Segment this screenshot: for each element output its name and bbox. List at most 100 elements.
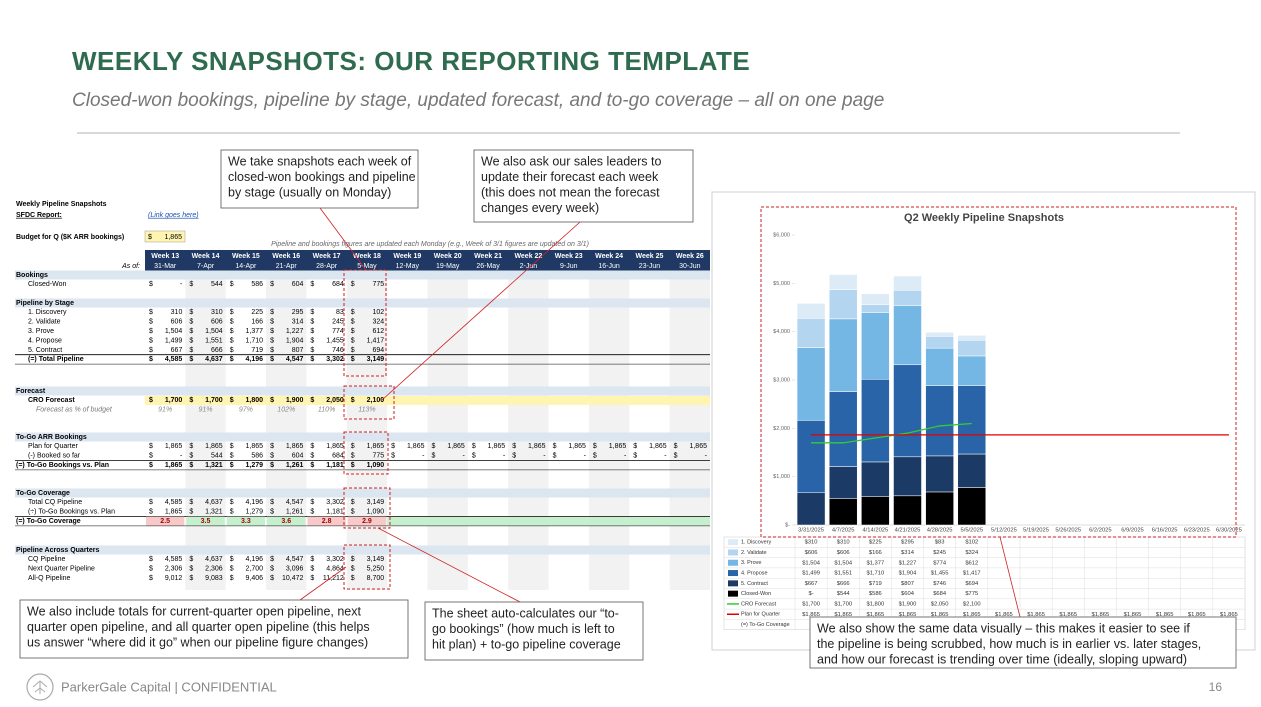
week-date: 23-Jun — [639, 263, 661, 270]
bar-segment — [828, 466, 858, 499]
callouts: We take snapshots each week of closed-won… — [19, 149, 1237, 669]
week-header: Week 23 — [555, 253, 583, 260]
bar-segment — [861, 304, 890, 313]
cell-value: 4,547 — [286, 356, 304, 363]
column-shade — [266, 272, 307, 590]
row-label: 3. Prove — [28, 328, 54, 335]
cell-currency: $ — [270, 566, 274, 573]
cell-value: 775 — [372, 453, 384, 460]
cell-currency: $ — [270, 337, 274, 344]
row-label: All-Q Pipeline — [28, 575, 71, 582]
cell-value: 314 — [292, 319, 304, 326]
section-title: To-Go ARR Bookings — [16, 434, 87, 441]
sheet-title: Weekly Pipeline Snapshots — [16, 201, 107, 208]
row-highlight — [145, 395, 710, 405]
callout-box — [809, 616, 1237, 669]
cell-currency: $ — [310, 453, 314, 460]
table-value: $684 — [933, 591, 947, 597]
cell-value: - — [180, 281, 183, 288]
cell-currency: $ — [310, 347, 314, 354]
cell-currency: $ — [351, 556, 355, 563]
budget-label: Budget for Q ($K ARR bookings) — [16, 234, 124, 241]
week-header: Week 15 — [232, 253, 260, 260]
week-date: 2-Jun — [520, 263, 538, 270]
cell-value: 1,504 — [205, 328, 223, 335]
callout-text: update their forecast each week — [481, 170, 659, 184]
cell-currency: $ — [230, 397, 234, 404]
cell-currency: $ — [351, 509, 355, 516]
cell-currency: $ — [512, 443, 516, 450]
cell-currency: $ — [351, 356, 355, 363]
cell-currency: $ — [310, 509, 314, 516]
cell-currency: $ — [230, 337, 234, 344]
cell-currency: $ — [310, 566, 314, 573]
section-title: To-Go Coverage — [16, 490, 70, 497]
callout-text: and how our forecast is trending over ti… — [817, 652, 1187, 666]
section-band — [15, 488, 710, 498]
cell-value: 4,196 — [246, 499, 264, 506]
cell-value: 2,700 — [246, 566, 264, 573]
cell-currency: $ — [149, 319, 153, 326]
row-label: (÷) To-Go Bookings vs. Plan — [28, 509, 115, 516]
bar-segment — [925, 332, 954, 337]
row-label: Next Quarter Pipeline — [28, 566, 95, 573]
bar-segment — [893, 290, 922, 306]
row-label: 4. Propose — [28, 337, 62, 344]
table-value: $1,900 — [899, 601, 917, 607]
cell-currency: $ — [633, 453, 637, 460]
x-tick-label: 4/14/2025 — [862, 528, 888, 534]
cell-value: - — [705, 453, 708, 460]
cell-currency: $ — [189, 397, 193, 404]
cell-fill — [267, 516, 306, 526]
cell-value: 2,306 — [205, 566, 223, 573]
chart-title: Q2 Weekly Pipeline Snapshots — [904, 212, 1064, 224]
legend-label: 3. Prove — [741, 560, 761, 566]
week-date: 31-Mar — [154, 263, 177, 270]
cell-currency: $ — [593, 443, 597, 450]
legend-label: 4. Propose — [741, 571, 768, 577]
table-value: $295 — [901, 540, 914, 546]
cell-value: 1,377 — [246, 328, 264, 335]
bar-segment — [957, 355, 987, 386]
table-value: $1,455 — [931, 571, 949, 577]
y-tick-label: $2,000 — [773, 426, 790, 432]
row-label: CQ Pipeline — [28, 556, 65, 563]
cell-value: 1,551 — [205, 337, 223, 344]
cell-value: - — [463, 453, 466, 460]
week-header: Week 26 — [676, 253, 704, 260]
report-label: SFDC Report: — [16, 212, 62, 219]
cell-value: 604 — [292, 453, 304, 460]
table-value: $746 — [933, 581, 946, 587]
week-header: Week 18 — [353, 253, 381, 260]
cell-value: - — [584, 453, 587, 460]
cell-currency: $ — [310, 337, 314, 344]
callout-text: go bookings” (how much is left to — [432, 622, 615, 636]
table-value: $102 — [965, 540, 978, 546]
cell-currency: $ — [270, 556, 274, 563]
cell-currency: $ — [189, 443, 193, 450]
cell-currency: $ — [351, 328, 355, 335]
x-tick-label: 6/23/2025 — [1184, 528, 1210, 534]
x-tick-label: 4/7/2025 — [832, 528, 855, 534]
budget-cell — [144, 230, 186, 243]
callout-text: the pipeline is being scrubbed, how much… — [817, 637, 1201, 651]
cell-value: 719 — [251, 347, 263, 354]
cell-currency: $ — [189, 453, 193, 460]
week-header: Week 21 — [474, 253, 502, 260]
cell-currency: $ — [230, 499, 234, 506]
table-value: $1,865 — [931, 612, 949, 618]
cell-currency: $ — [189, 347, 193, 354]
row-label: Plan for Quarter — [28, 443, 78, 450]
cell-value: 1,865 — [165, 462, 183, 469]
row-label: 5. Contract — [28, 347, 62, 354]
cell-value: 1,700 — [205, 397, 223, 404]
table-value: $667 — [805, 581, 818, 587]
cell-value: 2,306 — [165, 566, 183, 573]
slide-subtitle: Closed-won bookings, pipeline by stage, … — [72, 90, 884, 111]
callout-connectors — [299, 207, 1021, 618]
callout-text: We also show the same data visually – th… — [817, 621, 1190, 635]
table-value: $1,700 — [834, 601, 852, 607]
cell-value: 113% — [358, 407, 375, 414]
cell-currency: $ — [351, 462, 355, 469]
callout-box — [19, 599, 409, 659]
